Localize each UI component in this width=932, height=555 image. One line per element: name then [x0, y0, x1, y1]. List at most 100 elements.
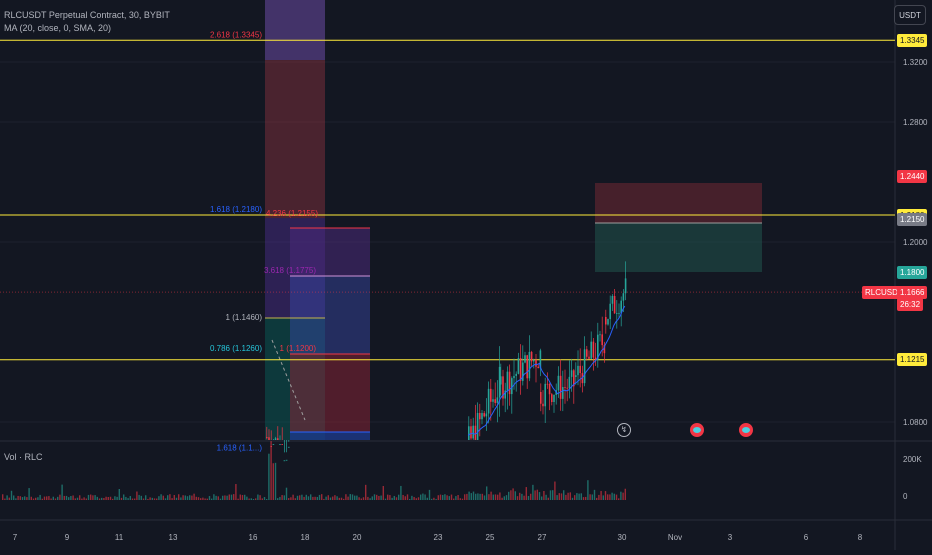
candle	[506, 371, 509, 391]
volume-bar	[598, 494, 600, 500]
candle	[524, 355, 526, 363]
volume-bar	[503, 496, 505, 500]
volume-bar	[338, 497, 340, 500]
volume-bar	[195, 496, 197, 500]
volume-bar	[596, 497, 598, 500]
volume-bar	[393, 495, 395, 500]
volume-bar	[549, 490, 552, 500]
candle	[546, 383, 549, 385]
moving-average	[467, 305, 626, 436]
volume-bar	[567, 492, 569, 500]
volume-bar	[492, 494, 494, 500]
volume-tick-label: 0	[903, 492, 908, 501]
time-tick-label: Nov	[668, 533, 682, 542]
volume-bar	[235, 484, 237, 500]
volume-bar	[477, 493, 479, 500]
time-tick-label: 27	[538, 533, 547, 542]
volume-bar	[349, 494, 351, 500]
volume-bar	[109, 496, 112, 500]
volume-bar	[125, 496, 127, 500]
volume-bar	[543, 490, 545, 500]
volume-bar	[505, 495, 508, 500]
volume-bar	[68, 497, 70, 500]
time-tick-label: 25	[486, 533, 495, 542]
volume-bar	[609, 494, 611, 500]
volume-bar	[292, 494, 294, 500]
candle	[496, 397, 499, 403]
volume-bar	[490, 491, 492, 500]
volume-bar	[224, 495, 226, 500]
volume-bar	[131, 498, 134, 500]
candle	[492, 399, 494, 402]
volume-bar	[336, 496, 338, 500]
currency-button[interactable]: USDT	[894, 5, 926, 25]
candle	[564, 387, 566, 388]
volume-bar	[582, 497, 585, 500]
volume-bar	[523, 495, 525, 500]
current-price-tag: 1.1666	[897, 285, 928, 299]
candle	[594, 357, 597, 360]
lightning-icon[interactable]: ↯	[617, 423, 631, 437]
volume-bar	[307, 496, 310, 500]
earnings-icon[interactable]	[739, 423, 753, 437]
volume-bar	[618, 498, 620, 500]
candle	[597, 334, 599, 360]
candle	[481, 413, 483, 420]
volume-bar	[365, 484, 367, 500]
candle	[530, 351, 533, 362]
volume-bar	[230, 494, 233, 500]
volume-bar	[215, 495, 217, 500]
volume-bar	[362, 497, 365, 500]
volume-bar	[114, 496, 116, 500]
volume-bar	[241, 495, 244, 500]
horizontal-lines[interactable]	[0, 39, 895, 361]
volume-bar	[305, 494, 307, 500]
candle	[566, 387, 568, 389]
volume-bar	[541, 496, 543, 500]
candle	[618, 313, 620, 314]
volume-bar	[395, 497, 398, 500]
volume-bar	[32, 498, 35, 500]
volume-bar	[65, 495, 68, 500]
volume-bar	[400, 485, 402, 500]
volume-bar	[340, 497, 343, 500]
volume-bar	[129, 496, 131, 500]
volume-bar	[360, 498, 362, 500]
candle	[601, 334, 603, 346]
volume-bar	[591, 494, 593, 500]
candle	[526, 355, 528, 379]
time-tick-label: 3	[728, 533, 733, 542]
time-tick-label: 13	[169, 533, 178, 542]
volume-bar	[459, 498, 461, 500]
ma-indicator-label[interactable]: MA (20, close, 0, SMA, 20)	[4, 23, 112, 33]
candle	[622, 293, 625, 301]
candle	[528, 351, 531, 379]
volume-bar	[21, 497, 24, 500]
price-tag: 1.1800	[897, 265, 928, 279]
candle	[494, 399, 496, 403]
volume-bar	[569, 492, 571, 500]
time-tick-label: 7	[13, 533, 18, 542]
volume-bar	[593, 489, 596, 500]
price-tick-label: 1.3200	[903, 58, 928, 67]
volume-bar	[420, 494, 422, 500]
candle	[577, 365, 579, 376]
volume-bar	[279, 496, 281, 500]
candle	[502, 376, 504, 399]
volume-bar	[343, 498, 345, 500]
volume-bar	[512, 488, 514, 500]
symbol-title[interactable]: RLCUSDT Perpetual Contract, 30, BYBIT	[4, 10, 170, 20]
volume-bar	[525, 487, 527, 500]
volume-bar	[107, 497, 109, 500]
volume-bar	[294, 498, 296, 500]
volume-bar	[160, 494, 162, 500]
volume-bar	[532, 484, 534, 500]
time-tick-label: 8	[858, 533, 863, 542]
news-icon[interactable]	[690, 423, 704, 437]
candle	[272, 444, 275, 445]
volume-bar	[613, 493, 615, 500]
volume-legend[interactable]: Vol · RLC	[4, 452, 43, 462]
fib-label: 0.786 (1.1260)	[210, 344, 262, 353]
